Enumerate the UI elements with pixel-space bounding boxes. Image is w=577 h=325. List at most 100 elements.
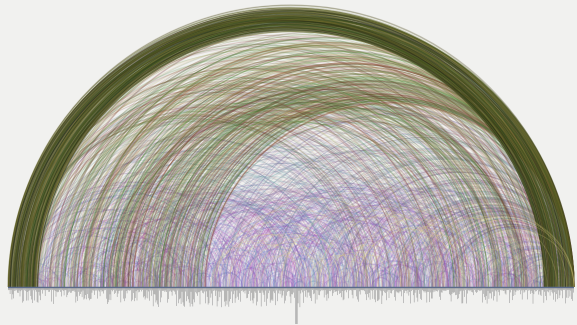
arc [543,271,575,288]
chapter-bar [440,288,441,300]
arc [171,85,575,288]
arc [22,181,236,288]
arc [100,142,392,288]
chapter-bar [24,288,25,291]
arc [61,163,311,288]
arc [39,208,196,288]
chapter-bar [278,288,280,291]
arc [567,283,575,288]
arc [212,199,388,288]
chapter-bar [485,288,487,296]
chapter-bar [464,288,465,297]
chapter-bar [153,288,155,295]
arc [198,99,575,288]
arc [91,54,557,288]
chapter-bar [138,288,140,293]
chapter-bar [386,288,387,301]
chapter-bar [440,288,442,293]
chapter-bar [239,288,240,294]
arc [235,203,404,288]
arc [76,146,358,288]
chapter-bar [255,288,257,293]
arc [342,203,510,288]
arc [341,190,538,288]
arc [244,230,359,288]
arc [118,186,320,288]
chapter-bar [485,288,486,300]
arc [122,101,496,288]
arc [164,168,401,288]
chapter-bar [36,288,38,302]
arc [41,136,346,288]
chapter-bar [158,288,159,307]
arc [284,220,419,288]
arc [284,274,312,288]
chapter-bar [307,288,309,293]
arc [323,194,510,288]
arc [140,200,314,288]
arc [438,270,472,288]
arc [127,191,321,288]
chapter-bar [100,288,102,291]
arc [249,187,450,288]
arc [484,242,575,288]
arc [90,280,104,288]
arc [260,278,278,288]
chapter-bar [205,288,206,304]
arc [331,239,426,288]
chapter-bar [162,288,164,291]
chapter-bar [468,288,470,291]
arc [115,265,160,288]
arc [155,261,208,288]
arc [190,95,575,288]
chapter-bar [53,288,54,304]
arc [252,215,397,288]
chapter-bar [414,288,416,293]
arc [156,271,190,288]
arc [358,255,422,288]
arc [319,163,568,288]
arc [165,131,477,288]
arc [225,112,575,288]
arc [145,74,575,288]
chapter-bar [374,288,375,300]
arc [63,174,290,288]
arc [189,274,214,288]
chapter-bar [116,288,118,297]
arc [393,196,575,288]
chapter-bar [33,288,34,291]
arc [490,279,506,288]
arc [34,252,104,288]
arc [43,263,92,288]
arc [115,86,517,288]
arc [121,269,157,288]
arc [102,275,126,288]
arc [322,238,419,288]
arc [349,231,463,288]
arc [109,93,497,288]
arc [306,243,396,288]
arc [180,91,575,288]
arc [198,257,259,288]
arc [493,246,575,288]
arc [433,255,497,288]
arc [94,46,575,288]
arc [522,261,575,288]
arc [451,225,575,288]
arc [568,284,575,288]
chapter-bar [343,288,345,300]
chapter-bar [312,288,313,290]
chapter-bar [287,288,289,291]
arc [44,114,390,288]
arc [17,281,29,288]
chapter-bar [431,288,433,299]
arc [96,280,110,288]
arc [302,259,359,288]
arc [474,257,535,288]
arc [347,263,396,288]
arc [173,200,347,288]
chapter-bar [567,288,569,298]
arc [265,132,575,288]
arc [255,269,291,288]
